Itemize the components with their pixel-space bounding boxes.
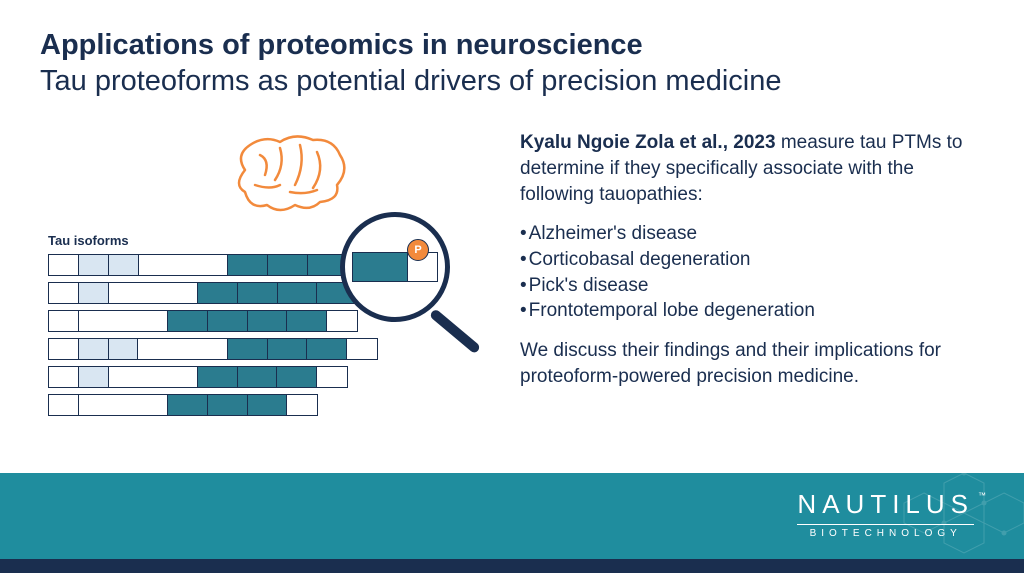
isoform-stack bbox=[48, 254, 480, 416]
intro-paragraph: Kyalu Ngoie Zola et al., 2023 measure ta… bbox=[520, 130, 984, 207]
footer-teal-band: NAUTILUS™ BIOTECHNOLOGY bbox=[0, 473, 1024, 559]
logo-tm: ™ bbox=[978, 491, 986, 500]
isoform-row bbox=[48, 282, 388, 304]
text-panel: Kyalu Ngoie Zola et al., 2023 measure ta… bbox=[520, 130, 984, 416]
list-item: Frontotemporal lobe degeneration bbox=[520, 298, 984, 324]
page-title: Applications of proteomics in neuroscien… bbox=[40, 28, 984, 63]
diagram-panel: Tau isoforms P bbox=[40, 130, 480, 416]
tauopathy-list: Alzheimer's diseaseCorticobasal degenera… bbox=[520, 221, 984, 324]
content-row: Tau isoforms P Kyalu Ngoie Zola et al., … bbox=[0, 110, 1024, 416]
citation: Kyalu Ngoie Zola et al., 2023 bbox=[520, 132, 776, 153]
footer: NAUTILUS™ BIOTECHNOLOGY bbox=[0, 473, 1024, 573]
list-item: Corticobasal degeneration bbox=[520, 247, 984, 273]
logo: NAUTILUS™ BIOTECHNOLOGY bbox=[797, 489, 974, 539]
isoform-row bbox=[48, 338, 378, 360]
brain-icon bbox=[100, 130, 480, 225]
logo-main: NAUTILUS™ bbox=[797, 489, 974, 520]
logo-sub: BIOTECHNOLOGY bbox=[797, 528, 974, 539]
isoform-row bbox=[48, 310, 358, 332]
footer-navy-band bbox=[0, 559, 1024, 573]
closing-paragraph: We discuss their findings and their impl… bbox=[520, 338, 984, 389]
logo-divider bbox=[797, 524, 974, 525]
isoform-row bbox=[48, 394, 318, 416]
header: Applications of proteomics in neuroscien… bbox=[0, 0, 1024, 110]
isoform-label: Tau isoforms bbox=[48, 233, 480, 248]
page-subtitle: Tau proteoforms as potential drivers of … bbox=[40, 63, 984, 101]
isoform-row bbox=[48, 254, 418, 276]
list-item: Pick's disease bbox=[520, 273, 984, 299]
isoform-row bbox=[48, 366, 348, 388]
list-item: Alzheimer's disease bbox=[520, 221, 984, 247]
